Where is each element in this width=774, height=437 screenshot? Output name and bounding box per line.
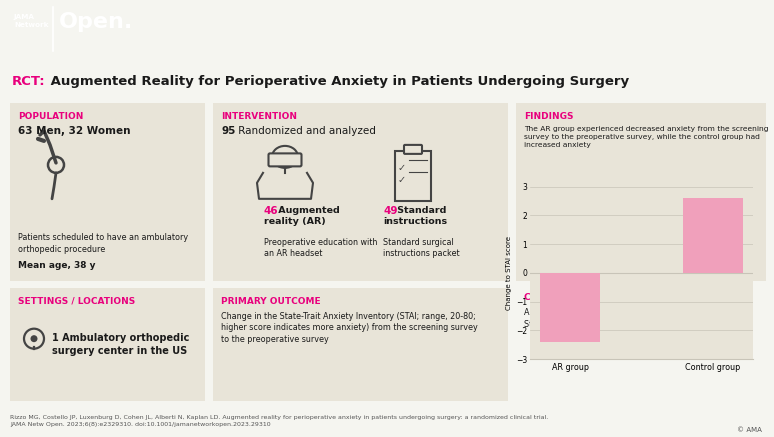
Text: POPULATION: POPULATION	[18, 112, 84, 121]
Text: Change in STAI score: Change in STAI score	[524, 293, 631, 302]
Text: AR group: −2.4; 95% CI, −4.6 to −0.3: AR group: −2.4; 95% CI, −4.6 to −0.3	[524, 308, 676, 317]
Text: Standard instructions group: 2.6; 95% CI, 0.2 to 4.9: Standard instructions group: 2.6; 95% CI…	[524, 320, 731, 329]
FancyBboxPatch shape	[516, 103, 766, 281]
Text: PRIMARY OUTCOME: PRIMARY OUTCOME	[221, 297, 320, 306]
Text: Rizzo MG, Costello JP, Luxenburg D, Cohen JL, Alberti N, Kaplan LD. Augmented re: Rizzo MG, Costello JP, Luxenburg D, Cohe…	[10, 415, 548, 427]
Text: SETTINGS / LOCATIONS: SETTINGS / LOCATIONS	[18, 297, 135, 306]
Text: 1 Ambulatory orthopedic
surgery center in the US: 1 Ambulatory orthopedic surgery center i…	[52, 333, 190, 356]
FancyBboxPatch shape	[213, 288, 508, 401]
Circle shape	[30, 335, 37, 342]
Text: INTERVENTION: INTERVENTION	[221, 112, 297, 121]
Text: Patients scheduled to have an ambulatory
orthopedic procedure: Patients scheduled to have an ambulatory…	[18, 233, 188, 253]
Y-axis label: Change to STAI score: Change to STAI score	[506, 236, 512, 310]
Text: Standard: Standard	[394, 206, 447, 215]
Text: FINDINGS: FINDINGS	[524, 112, 574, 121]
Text: 49: 49	[383, 206, 398, 216]
FancyBboxPatch shape	[10, 288, 205, 401]
FancyBboxPatch shape	[269, 153, 302, 166]
Bar	[683, 198, 743, 273]
FancyBboxPatch shape	[10, 103, 205, 281]
Bar	[540, 273, 601, 342]
Text: 46: 46	[264, 206, 279, 216]
Text: Randomized and analyzed: Randomized and analyzed	[235, 126, 376, 136]
Text: Augmented: Augmented	[275, 206, 340, 215]
Text: Mean age, 38 y: Mean age, 38 y	[18, 261, 95, 270]
Text: ✓: ✓	[398, 175, 406, 185]
Text: 95: 95	[221, 126, 235, 136]
Text: instructions: instructions	[383, 217, 447, 226]
Text: The AR group experienced decreased anxiety from the screening
survey to the preo: The AR group experienced decreased anxie…	[524, 126, 769, 148]
Text: Change in the State-Trait Anxiety Inventory (STAI; range, 20-80;
higher score in: Change in the State-Trait Anxiety Invent…	[221, 312, 478, 344]
Text: © AMA: © AMA	[737, 427, 762, 433]
Text: JAMA
Network: JAMA Network	[14, 14, 49, 28]
Text: Open.: Open.	[59, 12, 133, 32]
Text: Preoperative education with
an AR headset: Preoperative education with an AR headse…	[264, 238, 378, 258]
Text: Augmented Reality for Perioperative Anxiety in Patients Undergoing Surgery: Augmented Reality for Perioperative Anxi…	[46, 75, 629, 88]
FancyBboxPatch shape	[213, 103, 508, 281]
Text: Standard surgical
instructions packet: Standard surgical instructions packet	[383, 238, 460, 258]
FancyBboxPatch shape	[404, 145, 422, 154]
Text: RCT:: RCT:	[12, 75, 46, 88]
Text: ✓: ✓	[398, 163, 406, 173]
FancyBboxPatch shape	[395, 151, 431, 201]
Text: reality (AR): reality (AR)	[264, 217, 326, 226]
Text: 63 Men, 32 Women: 63 Men, 32 Women	[18, 126, 131, 136]
